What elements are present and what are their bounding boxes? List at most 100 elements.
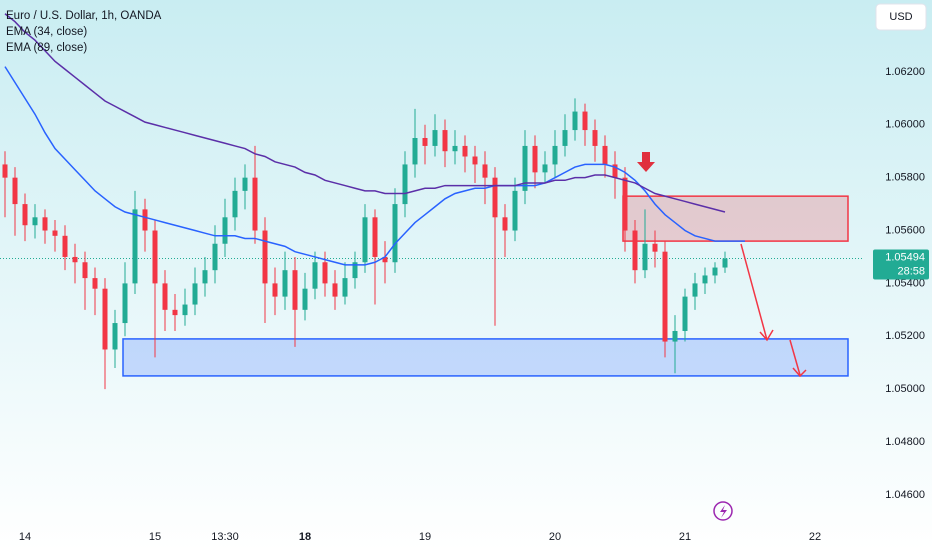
y-tick-label: 1.05400 bbox=[885, 277, 925, 289]
candle-body bbox=[202, 270, 208, 284]
y-tick-label: 1.05200 bbox=[885, 330, 925, 342]
candle-body bbox=[342, 278, 348, 297]
y-tick-label: 1.06000 bbox=[885, 119, 925, 131]
candle-body bbox=[692, 283, 698, 297]
x-tick-label: 22 bbox=[809, 531, 821, 543]
candle-body bbox=[362, 217, 368, 263]
candle-body bbox=[492, 177, 498, 218]
last-price-label: 1.05494 bbox=[885, 251, 925, 263]
candle-body bbox=[702, 275, 708, 284]
lightning-icon[interactable] bbox=[713, 501, 733, 521]
candle-body bbox=[502, 217, 508, 231]
plot: 1.06200 1.06000 1.05800 1.05600 1.05400 1.052… bbox=[0, 13, 925, 543]
candle-body bbox=[402, 164, 408, 205]
candle-body bbox=[322, 262, 328, 284]
candle-body bbox=[592, 130, 598, 146]
ema-line bbox=[4, 66, 745, 266]
candle-body bbox=[682, 296, 688, 331]
candle-body bbox=[12, 177, 18, 205]
candle-body bbox=[672, 330, 678, 342]
candle-body bbox=[662, 251, 668, 342]
candle-body bbox=[222, 217, 228, 244]
candle-body bbox=[42, 217, 48, 231]
candle-body bbox=[102, 288, 108, 350]
candle-body bbox=[332, 283, 338, 297]
candle-body bbox=[312, 262, 318, 289]
x-tick-label: 15 bbox=[149, 531, 161, 543]
candle-body bbox=[382, 256, 388, 263]
candle-body bbox=[172, 309, 178, 316]
candle-body bbox=[522, 145, 528, 191]
legend-entry: EMA (34, close) bbox=[6, 26, 87, 38]
arrow bbox=[740, 243, 768, 341]
icon-bolt[interactable] bbox=[720, 505, 727, 518]
candle-body bbox=[132, 209, 138, 284]
candle-body bbox=[292, 270, 298, 310]
candle-body bbox=[232, 190, 238, 218]
candle-body bbox=[552, 145, 558, 165]
candle-body bbox=[722, 258, 728, 268]
candle-body bbox=[262, 230, 268, 284]
y-tick-label: 1.05800 bbox=[885, 172, 925, 184]
candle-body bbox=[642, 243, 648, 271]
candle-body bbox=[562, 130, 568, 146]
candle-body bbox=[452, 145, 458, 152]
arrow bbox=[789, 339, 801, 376]
candle-body bbox=[22, 204, 28, 226]
x-tick-label: 14 bbox=[19, 531, 31, 543]
candle-body bbox=[482, 164, 488, 178]
y-tick-label: 1.05600 bbox=[885, 224, 925, 236]
last-price-box bbox=[873, 249, 929, 280]
candle-body bbox=[92, 278, 98, 289]
icon-circle[interactable] bbox=[713, 501, 733, 521]
candle-body bbox=[652, 243, 658, 252]
zone bbox=[622, 195, 849, 242]
y-tick-label: 1.04800 bbox=[885, 436, 925, 448]
candle-body bbox=[272, 283, 278, 297]
candle-body bbox=[192, 283, 198, 305]
zone bbox=[122, 338, 849, 377]
ema-line bbox=[4, 13, 726, 213]
candle-body bbox=[2, 164, 8, 178]
candle-body bbox=[472, 156, 478, 165]
candle-body bbox=[392, 204, 398, 263]
arrow-head bbox=[792, 367, 807, 378]
button-box[interactable] bbox=[875, 3, 927, 31]
y-tick-label: 1.06200 bbox=[885, 66, 925, 78]
candle-body bbox=[162, 283, 168, 310]
candle-body bbox=[72, 256, 78, 263]
candle-body bbox=[112, 323, 118, 350]
x-tick-label: 18 bbox=[299, 531, 311, 543]
candle-body bbox=[582, 111, 588, 131]
drawings bbox=[637, 152, 807, 378]
candle-body bbox=[252, 177, 258, 231]
candle-body bbox=[372, 217, 378, 257]
candle-body bbox=[212, 243, 218, 271]
candle-body bbox=[442, 130, 448, 152]
candle-body bbox=[242, 177, 248, 191]
currency-label[interactable]: USD bbox=[889, 11, 912, 23]
x-tick-label: 19 bbox=[419, 531, 431, 543]
candle-body bbox=[82, 262, 88, 279]
x-tick-label: 20 bbox=[549, 531, 561, 543]
candle-body bbox=[302, 288, 308, 310]
legend-entry: EMA (89, close) bbox=[6, 42, 87, 54]
candle-body bbox=[612, 164, 618, 178]
y-tick-label: 1.04600 bbox=[885, 489, 925, 501]
candle-body bbox=[422, 137, 428, 146]
candle-body bbox=[122, 283, 128, 324]
candle-body bbox=[182, 304, 188, 316]
countdown-label: 28:58 bbox=[897, 265, 925, 277]
candle-body bbox=[542, 164, 548, 173]
candle-body bbox=[512, 190, 518, 231]
candle-body bbox=[712, 267, 718, 276]
candle-body bbox=[62, 235, 68, 257]
currency-button[interactable]: USD bbox=[875, 3, 927, 31]
arrow-head bbox=[759, 329, 774, 342]
candle-body bbox=[142, 209, 148, 231]
down-marker bbox=[637, 152, 655, 172]
candle-body bbox=[622, 177, 628, 231]
candle-body bbox=[432, 130, 438, 146]
candle-body bbox=[532, 145, 538, 173]
